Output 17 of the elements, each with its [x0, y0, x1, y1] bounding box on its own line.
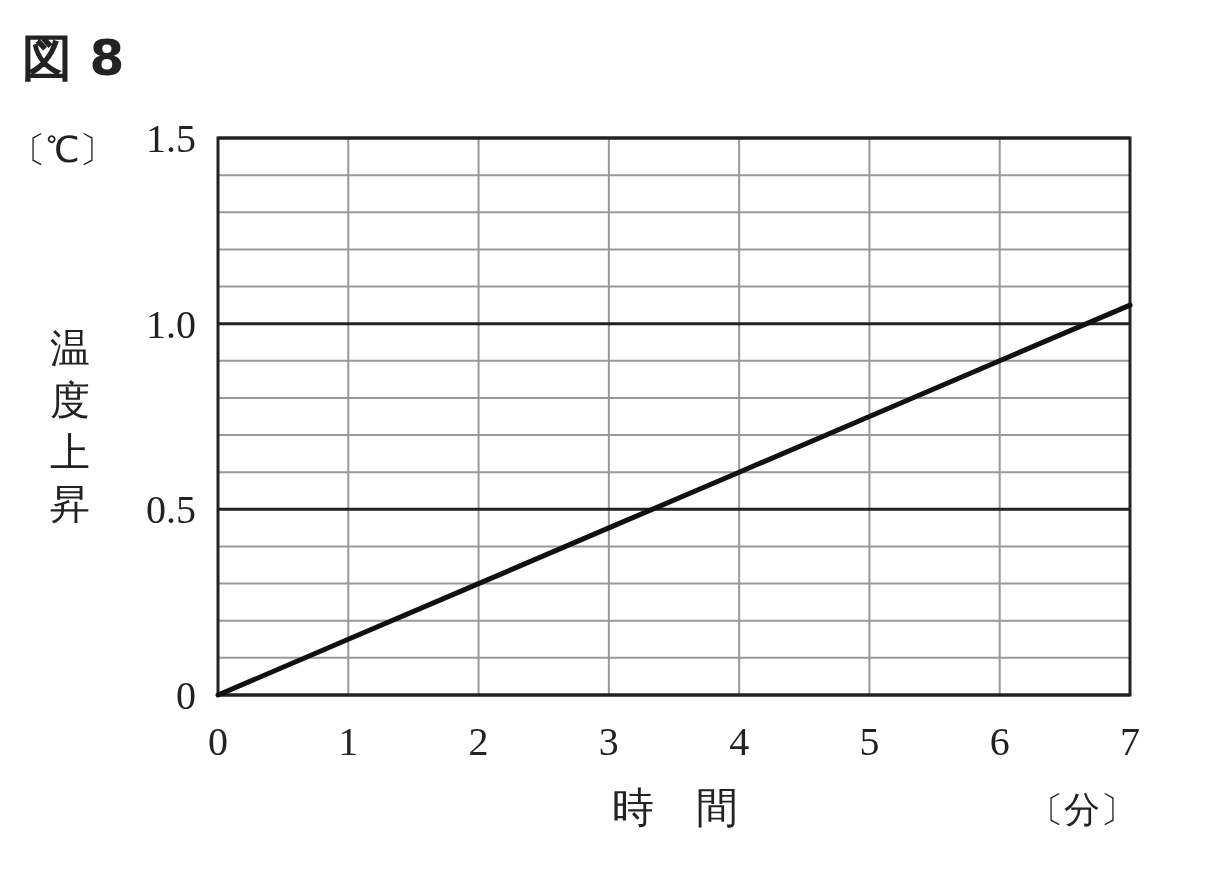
- x-axis-title: 時 間: [612, 785, 738, 831]
- x-tick-label: 2: [468, 719, 489, 764]
- chart-title: 図 8: [22, 29, 125, 87]
- x-tick-label: 3: [598, 719, 619, 764]
- x-tick-label: 4: [729, 719, 750, 764]
- y-tick-label: 0.5: [146, 487, 196, 533]
- x-tick-label: 6: [989, 719, 1010, 764]
- text: 〔分〕: [1028, 790, 1136, 830]
- y-axis-title: 温度上昇: [50, 326, 90, 527]
- x-tick-label: 5: [859, 719, 880, 764]
- text: 〔℃〕: [9, 130, 115, 170]
- x-tick-label: 1: [338, 719, 359, 764]
- y-tick-label: 1.0: [146, 301, 196, 347]
- x-tick-label: 7: [1120, 719, 1140, 764]
- y-tick-label: 0: [176, 673, 196, 718]
- y-tick-label: 1.5: [146, 116, 196, 161]
- x-tick-label: 0: [208, 719, 228, 764]
